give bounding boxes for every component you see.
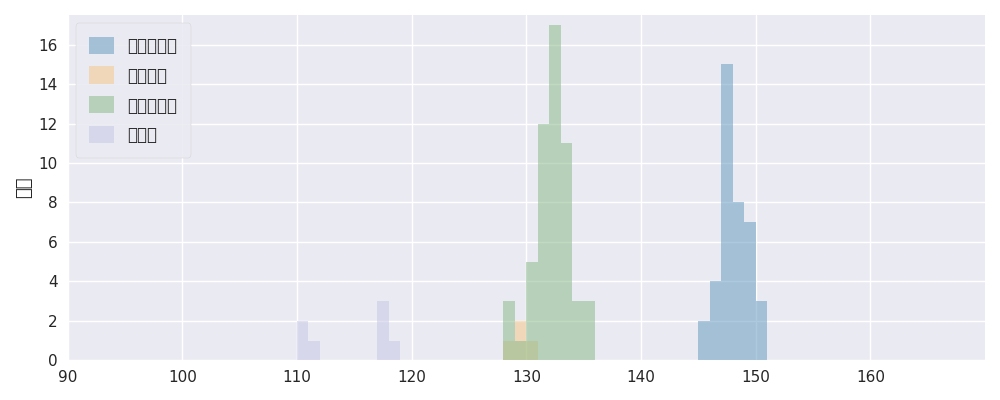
- Bar: [515, 340, 526, 360]
- Bar: [561, 143, 572, 360]
- Bar: [744, 222, 756, 360]
- Bar: [515, 321, 526, 360]
- Bar: [377, 301, 389, 360]
- Legend: ストレート, シンカー, スライダー, カーブ: ストレート, シンカー, スライダー, カーブ: [76, 23, 191, 158]
- Bar: [526, 340, 538, 360]
- Bar: [538, 124, 549, 360]
- Bar: [389, 340, 400, 360]
- Bar: [549, 25, 561, 360]
- Bar: [584, 301, 595, 360]
- Bar: [721, 64, 733, 360]
- Bar: [756, 301, 767, 360]
- Bar: [572, 301, 584, 360]
- Bar: [698, 321, 710, 360]
- Y-axis label: 球数: 球数: [15, 177, 33, 198]
- Bar: [526, 262, 538, 360]
- Bar: [710, 281, 721, 360]
- Bar: [297, 321, 308, 360]
- Bar: [503, 301, 515, 360]
- Bar: [308, 340, 320, 360]
- Bar: [733, 202, 744, 360]
- Bar: [503, 340, 515, 360]
